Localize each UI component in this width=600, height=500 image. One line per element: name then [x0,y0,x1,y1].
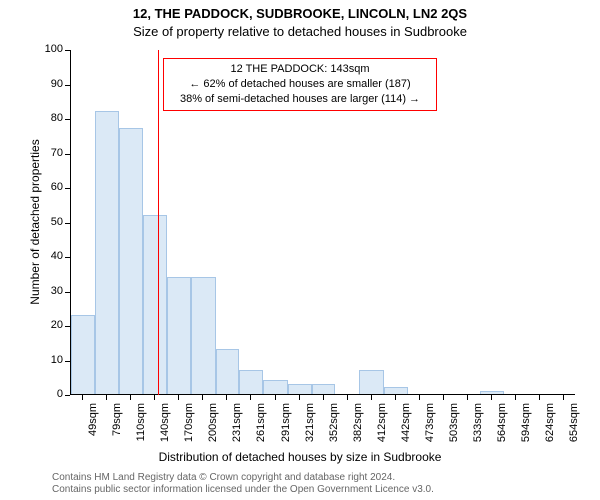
histogram-bar [263,380,288,394]
x-tick [299,395,300,400]
x-tick [275,395,276,400]
attribution-line-1: Contains HM Land Registry data © Crown c… [52,472,395,483]
chart-title-subtitle: Size of property relative to detached ho… [0,24,600,39]
histogram-bar [143,215,167,394]
y-tick [65,292,70,293]
x-tick [467,395,468,400]
x-tick [371,395,372,400]
y-tick [65,257,70,258]
histogram-bar [167,277,191,394]
chart-title-address: 12, THE PADDOCK, SUDBROOKE, LINCOLN, LN2… [0,6,600,21]
x-tick [202,395,203,400]
y-tick [65,326,70,327]
histogram-bar [312,384,336,394]
property-marker-line [158,50,159,395]
x-tick [491,395,492,400]
y-tick [65,395,70,396]
histogram-bar [71,315,95,394]
y-tick [65,119,70,120]
x-tick [563,395,564,400]
histogram-bar [384,387,408,394]
y-tick [65,50,70,51]
x-tick [347,395,348,400]
x-tick [154,395,155,400]
histogram-bar [216,349,240,394]
x-axis-label: Distribution of detached houses by size … [0,450,600,464]
x-tick [419,395,420,400]
annotation-line-2: ← 62% of detached houses are smaller (18… [170,77,430,92]
histogram-bar [239,370,263,394]
x-tick [106,395,107,400]
histogram-bar [95,111,120,394]
y-tick [65,154,70,155]
x-tick [226,395,227,400]
annotation-box: 12 THE PADDOCK: 143sqm ← 62% of detached… [163,58,437,111]
histogram-bar [288,384,312,394]
attribution-line-2: Contains public sector information licen… [52,484,434,495]
x-tick [178,395,179,400]
x-tick [82,395,83,400]
x-tick [250,395,251,400]
histogram-bar [119,128,143,394]
x-tick [395,395,396,400]
histogram-bar [359,370,384,394]
annotation-line-3: 38% of semi-detached houses are larger (… [170,92,430,107]
y-tick [65,223,70,224]
y-tick [65,361,70,362]
histogram-bar [480,391,504,394]
y-tick [65,85,70,86]
x-tick [443,395,444,400]
y-axis-label: Number of detached properties [28,42,42,402]
x-tick [515,395,516,400]
x-tick [539,395,540,400]
x-tick [130,395,131,400]
y-tick [65,188,70,189]
x-tick [323,395,324,400]
annotation-line-1: 12 THE PADDOCK: 143sqm [170,62,430,77]
histogram-bar [191,277,216,394]
